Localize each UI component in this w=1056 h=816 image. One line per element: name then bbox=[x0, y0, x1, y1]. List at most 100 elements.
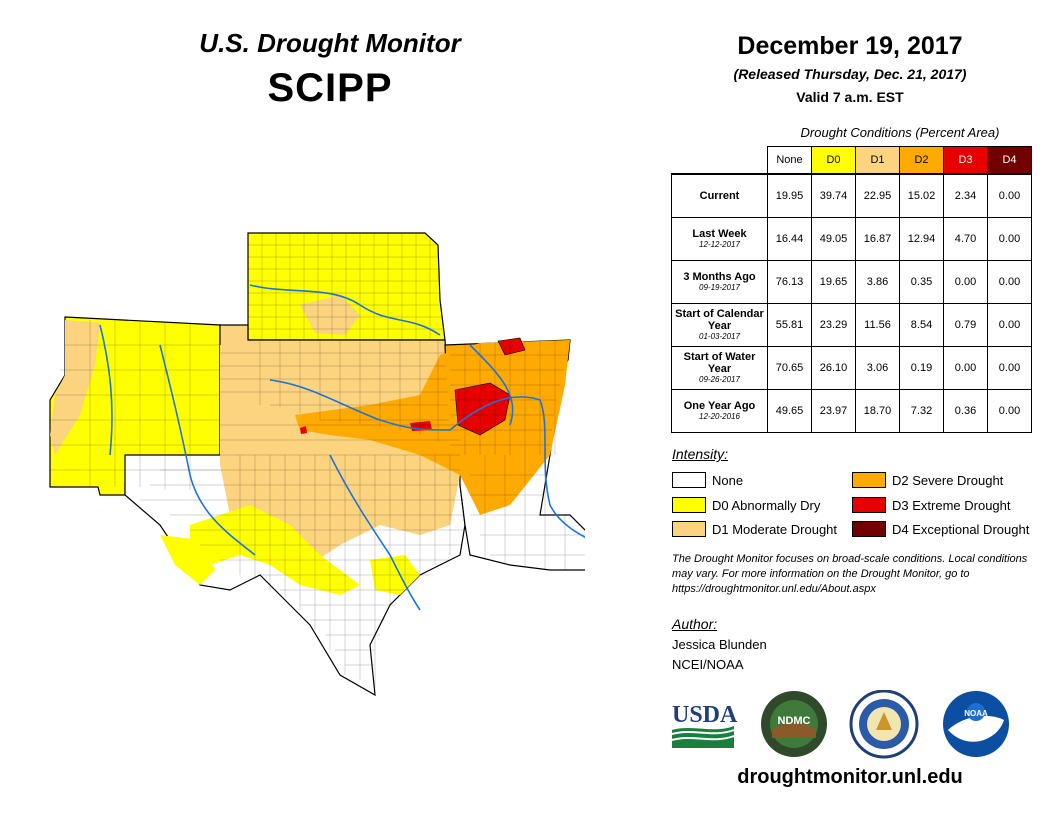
noaa-logo-text: NOAA bbox=[964, 709, 988, 718]
table-cell: 0.35 bbox=[899, 260, 944, 304]
noaa-logo: NOAA bbox=[943, 691, 1009, 757]
legend-label: D4 Exceptional Drought bbox=[892, 521, 1030, 537]
legend-item: D1 Moderate Drought bbox=[672, 519, 837, 539]
legend-item: D4 Exceptional Drought bbox=[852, 519, 1029, 539]
table-row: Start of Calendar Year 01-03-2017 55.81 23.… bbox=[671, 303, 1032, 347]
author-name: Jessica Blunden bbox=[672, 637, 767, 652]
table-cell: 0.00 bbox=[987, 303, 1032, 347]
d3-area-small bbox=[300, 426, 307, 434]
legend-label: D2 Severe Drought bbox=[892, 472, 1004, 488]
table-cell: 4.70 bbox=[943, 217, 988, 261]
legend-swatch bbox=[852, 472, 886, 488]
table-cell: 7.32 bbox=[899, 389, 944, 433]
legend-label: D0 Abnormally Dry bbox=[712, 497, 821, 513]
table-cell: 0.00 bbox=[987, 173, 1032, 218]
table-cell: 0.00 bbox=[987, 217, 1032, 261]
table-cell: 0.36 bbox=[943, 389, 988, 433]
table-cell: 0.00 bbox=[987, 346, 1032, 390]
usda-logo-text: USDA bbox=[672, 702, 738, 728]
legend-swatch bbox=[672, 472, 706, 488]
table-row: 3 Months Ago 09-19-2017 76.13 19.65 3.86 0.35… bbox=[671, 260, 1032, 304]
table-cell: 19.65 bbox=[811, 260, 856, 304]
row-sublabel: 12-20-2016 bbox=[699, 412, 740, 421]
release-date: (Released Thursday, Dec. 21, 2017) bbox=[733, 66, 967, 82]
table-cell: 11.56 bbox=[855, 303, 900, 347]
legend-swatch bbox=[852, 521, 886, 537]
table-cell: 0.79 bbox=[943, 303, 988, 347]
table-cell: 0.00 bbox=[987, 260, 1032, 304]
author-title: Author: bbox=[672, 616, 718, 632]
legend-item: D3 Extreme Drought bbox=[852, 495, 1011, 515]
row-label-text: Start of Calendar Year bbox=[675, 308, 764, 332]
usda-logo: USDA bbox=[671, 702, 738, 748]
row-label: 3 Months Ago 09-19-2017 bbox=[671, 260, 768, 304]
logo-row: USDA NDMC NOAA bbox=[668, 689, 1028, 760]
col-d3: D3 bbox=[943, 146, 988, 175]
table-cell: 0.19 bbox=[899, 346, 944, 390]
table-cell: 39.74 bbox=[811, 173, 856, 218]
row-label: One Year Ago 12-20-2016 bbox=[671, 389, 768, 433]
drought-map-svg bbox=[49, 232, 601, 697]
map-date: December 19, 2017 bbox=[737, 32, 963, 60]
table-cell: 18.70 bbox=[855, 389, 900, 433]
table-row: Current 19.95 39.74 22.95 15.02 2.34 0.00 bbox=[671, 173, 1032, 218]
table-header-row: None D0 D1 D2 D3 D4 bbox=[672, 146, 1032, 175]
table-cell: 12.94 bbox=[899, 217, 944, 261]
table-cell: 22.95 bbox=[855, 173, 900, 218]
row-label: Last Week 12-12-2017 bbox=[671, 217, 768, 261]
legend-item: D2 Severe Drought bbox=[852, 470, 1003, 490]
d2-area bbox=[295, 340, 570, 515]
table-cell: 2.34 bbox=[943, 173, 988, 218]
ndmc-logo-text: NDMC bbox=[778, 715, 811, 727]
table-cell: 15.02 bbox=[899, 173, 944, 218]
row-sublabel: 09-26-2017 bbox=[699, 375, 740, 384]
table-caption: Drought Conditions (Percent Area) bbox=[800, 125, 1000, 140]
website-link[interactable]: droughtmonitor.unl.edu bbox=[737, 766, 963, 788]
d1-area-west bbox=[50, 320, 100, 455]
disclaimer-note: The Drought Monitor focuses on broad-sca… bbox=[672, 553, 1028, 595]
row-label-text: One Year Ago bbox=[683, 400, 756, 412]
table-cell: 3.06 bbox=[855, 346, 900, 390]
legend-title: Intensity: bbox=[672, 446, 729, 462]
table-cell: 8.54 bbox=[899, 303, 944, 347]
row-sublabel: 01-03-2017 bbox=[699, 332, 740, 341]
table-cell: 3.86 bbox=[855, 260, 900, 304]
row-label: Start of Calendar Year 01-03-2017 bbox=[671, 303, 768, 347]
table-cell: 70.65 bbox=[767, 346, 812, 390]
legend-swatch bbox=[672, 521, 706, 537]
row-sublabel: 09-19-2017 bbox=[699, 283, 740, 292]
table-cell: 23.29 bbox=[811, 303, 856, 347]
commerce-seal-logo bbox=[849, 689, 919, 759]
table-cell: 76.13 bbox=[767, 260, 812, 304]
table-cell: 49.65 bbox=[767, 389, 812, 433]
legend-swatch bbox=[672, 497, 706, 513]
col-d4: D4 bbox=[987, 146, 1032, 175]
legend-item: D0 Abnormally Dry bbox=[672, 495, 820, 515]
d0-area-texas bbox=[190, 505, 360, 595]
drought-conditions-table: None D0 D1 D2 D3 D4 Current 19.95 39.74 22.… bbox=[671, 146, 1032, 433]
table-cell: 23.97 bbox=[811, 389, 856, 433]
row-label: Start of Water Year 09-26-2017 bbox=[671, 346, 768, 390]
table-cell: 0.00 bbox=[987, 389, 1032, 433]
table-cell: 49.05 bbox=[811, 217, 856, 261]
row-label-text: Current bbox=[699, 190, 740, 202]
table-row: One Year Ago 12-20-2016 49.65 23.97 18.70 7.3… bbox=[671, 389, 1032, 433]
rivers bbox=[99, 284, 601, 611]
row-sublabel: 12-12-2017 bbox=[699, 240, 740, 249]
legend-item: None bbox=[672, 470, 743, 490]
legend-label: D3 Extreme Drought bbox=[892, 497, 1011, 513]
table-cell: 19.95 bbox=[767, 173, 812, 218]
author-org: NCEI/NOAA bbox=[672, 657, 744, 672]
table-row: Last Week 12-12-2017 16.44 49.05 16.87 12.94 4… bbox=[671, 217, 1032, 261]
valid-time: Valid 7 a.m. EST bbox=[796, 89, 904, 105]
ndmc-logo: NDMC bbox=[761, 691, 827, 757]
legend-label: D1 Moderate Drought bbox=[712, 521, 838, 537]
row-label-text: Last Week bbox=[692, 228, 747, 240]
table-row: Start of Water Year 09-26-2017 70.65 26.10 3… bbox=[671, 346, 1032, 390]
row-label: Current bbox=[671, 173, 768, 218]
county-grid bbox=[50, 233, 590, 695]
table-cell: 16.87 bbox=[855, 217, 900, 261]
legend-label: None bbox=[712, 472, 744, 488]
d0-area-texas-west bbox=[160, 535, 215, 585]
row-label-text: Start of Water Year bbox=[683, 351, 756, 375]
